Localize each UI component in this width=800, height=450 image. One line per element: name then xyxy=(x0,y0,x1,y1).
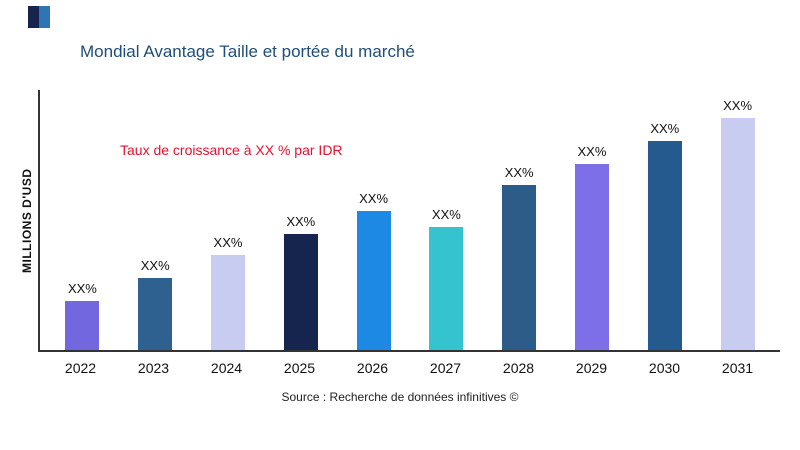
bar-value-label-2031: XX% xyxy=(723,98,753,113)
y-axis-label: MILLIONS D'USD xyxy=(20,168,34,274)
bar-2028 xyxy=(502,185,537,350)
bar-column-2031: XX% xyxy=(704,98,772,350)
bar-column-2027: XX% xyxy=(412,207,480,350)
x-axis-labels: 2022 2023 2024 2025 2026 2027 2028 2029 2030 2031 xyxy=(38,360,780,376)
bar-2026 xyxy=(356,211,391,350)
x-tick-2028: 2028 xyxy=(502,360,535,376)
x-tick-2031: 2031 xyxy=(721,360,754,376)
bar-2027 xyxy=(429,227,464,350)
growth-rate-annotation: Taux de croissance à XX % par IDR xyxy=(120,142,343,158)
bar-column-2022: XX% xyxy=(48,281,116,350)
chart-title: Mondial Avantage Taille et portée du mar… xyxy=(80,42,415,61)
bar-value-label-2024: XX% xyxy=(213,235,243,250)
bar-value-label-2030: XX% xyxy=(650,121,680,136)
plot: Taux de croissance à XX % par IDR XX% XX%… xyxy=(38,90,780,352)
bar-2031 xyxy=(720,118,755,350)
bar-value-label-2028: XX% xyxy=(504,165,534,180)
bar-2022 xyxy=(65,301,100,350)
bar-column-2023: XX% xyxy=(121,258,189,350)
bar-2029 xyxy=(574,164,609,350)
x-tick-2022: 2022 xyxy=(64,360,97,376)
bar-column-2024: XX% xyxy=(194,235,262,350)
bar-value-label-2022: XX% xyxy=(67,281,97,296)
bar-column-2026: XX% xyxy=(340,191,408,350)
bar-column-2029: XX% xyxy=(558,144,626,350)
source-attribution: Source : Recherche de données infinitive… xyxy=(281,390,519,404)
x-tick-2025: 2025 xyxy=(283,360,316,376)
bar-2030 xyxy=(647,141,682,350)
bar-column-2028: XX% xyxy=(485,165,553,350)
plot-wrap: Taux de croissance à XX % par IDR XX% XX%… xyxy=(38,90,780,376)
bar-2025 xyxy=(283,234,318,350)
bar-column-2030: XX% xyxy=(631,121,699,350)
bar-2024 xyxy=(210,255,245,350)
x-tick-2026: 2026 xyxy=(356,360,389,376)
x-tick-2024: 2024 xyxy=(210,360,243,376)
x-tick-2029: 2029 xyxy=(575,360,608,376)
bar-column-2025: XX% xyxy=(267,214,335,350)
bar-value-label-2023: XX% xyxy=(140,258,170,273)
brand-logo xyxy=(28,6,50,28)
x-tick-2027: 2027 xyxy=(429,360,462,376)
x-tick-2023: 2023 xyxy=(137,360,170,376)
bar-value-label-2025: XX% xyxy=(286,214,316,229)
bar-2023 xyxy=(138,278,173,350)
bar-value-label-2026: XX% xyxy=(359,191,389,206)
bar-value-label-2029: XX% xyxy=(577,144,607,159)
bar-value-label-2027: XX% xyxy=(431,207,461,222)
x-tick-2030: 2030 xyxy=(648,360,681,376)
chart-area: MILLIONS D'USD Taux de croissance à XX %… xyxy=(20,90,780,376)
